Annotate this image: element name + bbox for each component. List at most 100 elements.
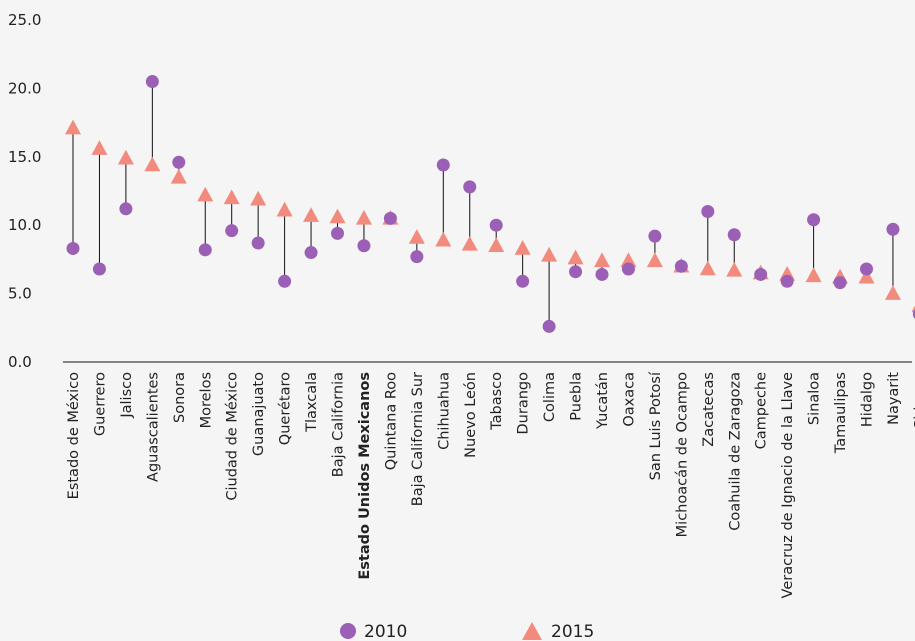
point-2010 bbox=[489, 218, 503, 232]
point-2015 bbox=[408, 229, 425, 244]
category-label: Tabasco bbox=[489, 372, 505, 431]
point-2015 bbox=[699, 260, 716, 276]
category-label: Hidalgo bbox=[860, 372, 876, 427]
y-tick-label: 15.0 bbox=[8, 148, 41, 166]
point-2015 bbox=[805, 267, 822, 283]
point-2010 bbox=[463, 180, 477, 194]
category-label: Michoacán de Ocampo bbox=[674, 372, 690, 537]
point-2010 bbox=[674, 259, 688, 273]
point-2015 bbox=[541, 246, 558, 262]
category-label: Aguascalientes bbox=[145, 372, 161, 482]
point-2010 bbox=[410, 250, 424, 264]
point-2010 bbox=[595, 267, 609, 281]
point-2010 bbox=[172, 155, 186, 169]
point-2010 bbox=[198, 243, 212, 257]
point-2010 bbox=[569, 265, 583, 279]
point-2010 bbox=[383, 211, 397, 225]
point-2015 bbox=[144, 156, 161, 172]
point-2010 bbox=[251, 236, 265, 250]
category-label: Jalisco bbox=[119, 372, 135, 419]
point-2010 bbox=[357, 239, 371, 253]
category-label: Estado de México bbox=[66, 372, 82, 499]
point-2015 bbox=[329, 208, 346, 224]
point-2015 bbox=[858, 268, 875, 284]
point-2010 bbox=[119, 202, 133, 216]
category-label: Puebla bbox=[569, 372, 585, 421]
y-tick-label: 25.0 bbox=[8, 11, 41, 29]
point-2015 bbox=[884, 285, 901, 300]
point-2010 bbox=[912, 309, 915, 319]
legend-2010-circle-icon bbox=[340, 623, 356, 639]
category-label: Ciudad de México bbox=[225, 372, 241, 501]
y-tick-label: 10.0 bbox=[8, 216, 41, 234]
y-tick-label: 20.0 bbox=[8, 79, 41, 97]
category-label: Nuevo León bbox=[463, 372, 479, 458]
point-2010 bbox=[621, 262, 635, 276]
legend: 2010 2015 bbox=[340, 622, 594, 641]
category-label: Tamaulipas bbox=[833, 372, 849, 454]
point-2015 bbox=[250, 190, 267, 206]
point-2010 bbox=[66, 241, 80, 255]
category-label: Durango bbox=[516, 372, 532, 435]
category-label: Baja California bbox=[331, 372, 347, 477]
point-2015 bbox=[594, 252, 610, 268]
point-2015 bbox=[435, 231, 452, 247]
point-2015 bbox=[223, 189, 240, 205]
category-label: Veracruz de Ignacio de la Llave bbox=[780, 372, 796, 599]
connector-lines bbox=[72, 81, 894, 327]
point-2010 bbox=[648, 229, 662, 243]
point-2010 bbox=[701, 205, 715, 219]
legend-2015-triangle-icon bbox=[522, 622, 542, 640]
point-2015 bbox=[276, 201, 293, 217]
point-2015 bbox=[567, 249, 584, 265]
point-2010 bbox=[145, 75, 159, 89]
category-label: Chihuahua bbox=[436, 372, 452, 450]
point-2010 bbox=[304, 246, 318, 260]
point-2015 bbox=[197, 186, 214, 202]
category-label: Campeche bbox=[754, 372, 770, 449]
legend-label-2015: 2015 bbox=[551, 622, 594, 641]
category-label: Coahuila de Zaragoza bbox=[727, 372, 743, 531]
category-label: Tlaxcala bbox=[304, 372, 320, 433]
point-2010 bbox=[780, 274, 794, 288]
category-label: Sonora bbox=[172, 372, 188, 423]
series-2010-markers bbox=[66, 75, 915, 333]
point-2015 bbox=[355, 209, 372, 225]
category-label: Sinaloa bbox=[807, 372, 823, 425]
point-2010 bbox=[886, 222, 900, 236]
point-2010 bbox=[833, 276, 847, 290]
point-2010 bbox=[225, 224, 239, 238]
point-2015 bbox=[488, 237, 505, 253]
point-2015 bbox=[303, 207, 320, 222]
point-2010 bbox=[92, 262, 106, 276]
point-2015 bbox=[646, 252, 663, 268]
point-2015 bbox=[117, 149, 134, 165]
point-2010 bbox=[727, 228, 741, 242]
point-2010 bbox=[807, 213, 821, 227]
category-label: Querétaro bbox=[278, 372, 294, 445]
y-tick-label: 0.0 bbox=[8, 353, 32, 371]
category-label: Oaxaca bbox=[621, 372, 637, 427]
point-2015 bbox=[461, 235, 478, 251]
point-2010 bbox=[754, 267, 768, 281]
point-2015 bbox=[65, 119, 81, 135]
y-tick-label: 5.0 bbox=[8, 285, 32, 303]
category-label: Chiapas bbox=[912, 372, 915, 430]
category-label: Baja California Sur bbox=[410, 372, 426, 506]
point-2015 bbox=[170, 168, 187, 184]
point-2010 bbox=[542, 319, 556, 333]
point-2010 bbox=[860, 262, 873, 276]
point-2015 bbox=[514, 240, 531, 255]
legend-label-2010: 2010 bbox=[364, 622, 407, 641]
point-2015 bbox=[620, 252, 637, 268]
category-label: Guanajuato bbox=[251, 372, 267, 456]
y-axis: 0.0 5.0 10.0 15.0 20.0 25.0 bbox=[8, 11, 41, 371]
category-labels: Estado de México Guerrero Jalisco Aguascali… bbox=[66, 371, 915, 598]
point-2015 bbox=[726, 261, 743, 277]
series-2015-markers bbox=[65, 119, 915, 313]
category-label: Morelos bbox=[198, 372, 214, 428]
point-2010 bbox=[436, 158, 450, 172]
category-label: Colima bbox=[542, 372, 558, 422]
category-label: Guerrero bbox=[92, 372, 108, 436]
